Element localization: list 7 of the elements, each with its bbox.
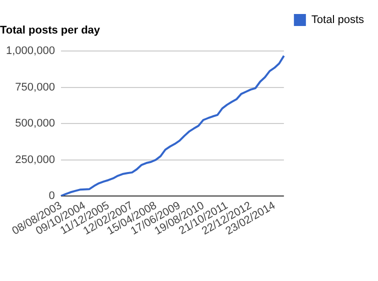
- chart-title: Total posts per day: [0, 24, 101, 37]
- y-tick-label: 500,000: [15, 118, 55, 130]
- legend-label: Total posts: [311, 14, 364, 26]
- y-tick-label: 250,000: [15, 154, 55, 166]
- y-tick-label: 750,000: [15, 81, 55, 94]
- y-tick-label: 1,000,000: [6, 45, 55, 58]
- y-tick-label: 0: [48, 190, 55, 202]
